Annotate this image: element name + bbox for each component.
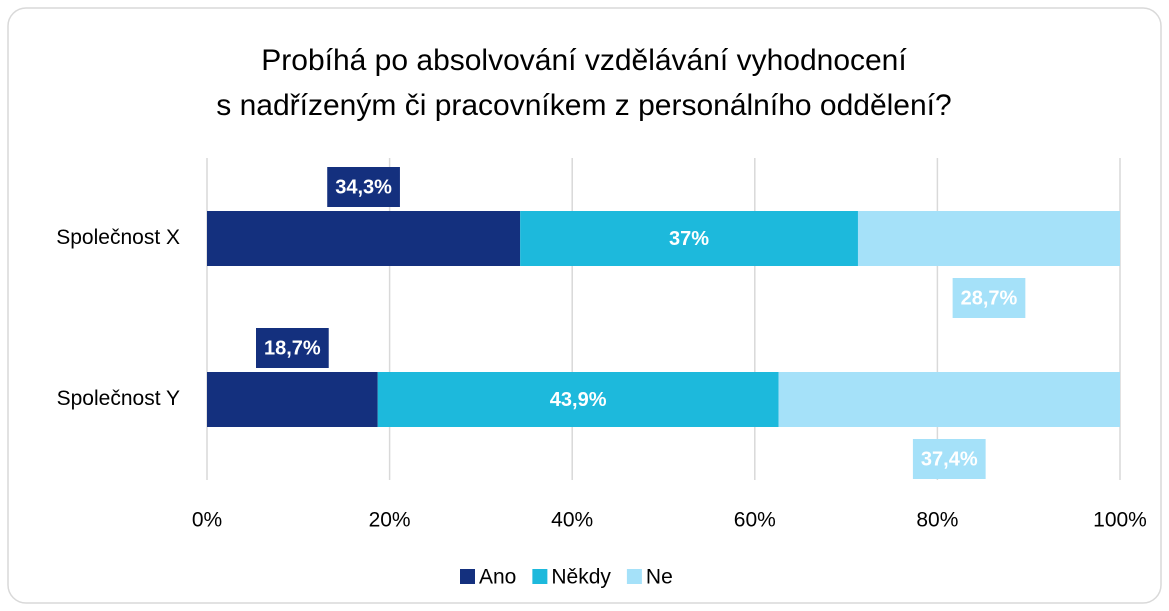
y-tick-label: Společnost X xyxy=(56,226,180,249)
chart-title: s nadřízeným či pracovníkem z personální… xyxy=(216,89,951,122)
x-tick-label: 100% xyxy=(1093,509,1147,532)
data-label-box xyxy=(327,167,400,207)
bar xyxy=(377,372,779,427)
data-label: 34,3% xyxy=(335,176,392,198)
bar xyxy=(778,372,1120,427)
data-label: 43,9% xyxy=(550,389,607,411)
bar xyxy=(207,372,378,427)
legend-swatch xyxy=(460,569,475,584)
x-tick-label: 0% xyxy=(192,509,222,532)
x-tick-label: 80% xyxy=(916,509,958,532)
y-tick-label: Společnost Y xyxy=(57,387,180,410)
legend-label: Ne xyxy=(646,566,673,589)
chart-frame xyxy=(7,7,1162,604)
data-label-box xyxy=(912,439,986,479)
legend-label: Někdy xyxy=(551,566,611,589)
x-tick-label: 60% xyxy=(734,509,776,532)
data-label: 37% xyxy=(669,228,709,250)
bar xyxy=(207,211,521,266)
x-tick-label: 40% xyxy=(551,509,593,532)
data-label-box xyxy=(952,278,1026,318)
legend-swatch xyxy=(626,569,642,584)
data-label-box xyxy=(256,328,329,368)
bar xyxy=(857,211,1120,266)
bar xyxy=(520,211,858,266)
data-label: 28,7% xyxy=(961,287,1018,309)
legend-swatch xyxy=(532,569,548,584)
legend-label: Ano xyxy=(479,566,516,589)
data-label: 37,4% xyxy=(921,448,978,470)
data-label: 18,7% xyxy=(264,337,321,359)
chart-title: Probíhá po absolvování vzdělávání vyhodn… xyxy=(261,44,907,77)
x-tick-label: 20% xyxy=(369,509,411,532)
